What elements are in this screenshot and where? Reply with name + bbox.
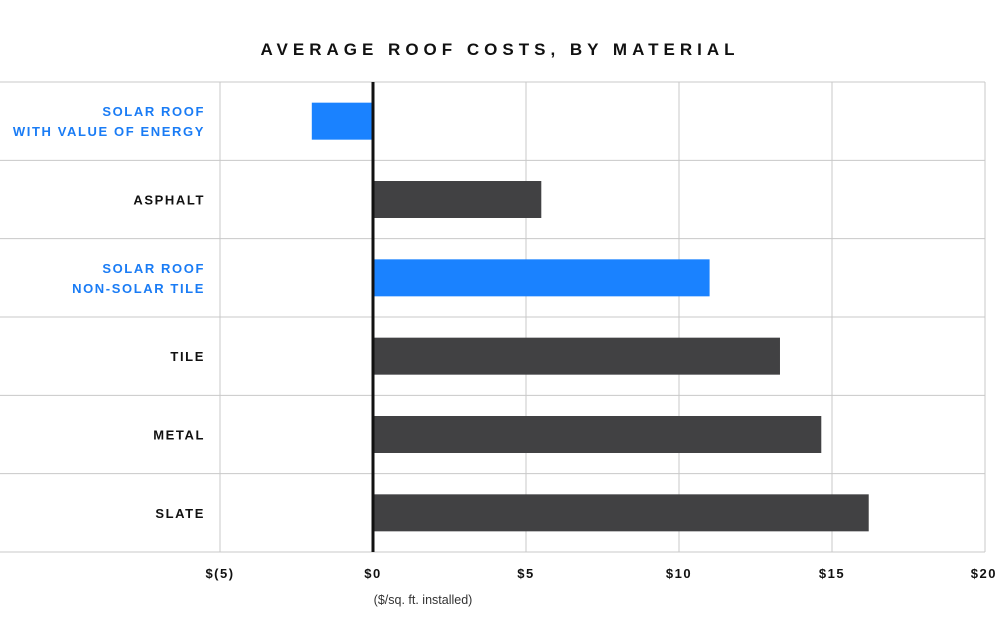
category-label-line: WITH VALUE OF ENERGY: [13, 124, 205, 139]
category-label: SLATE: [155, 506, 205, 521]
category-label: METAL: [153, 428, 205, 443]
category-label: SOLAR ROOF NON-SOLAR TILE: [72, 261, 205, 296]
bar: [373, 181, 542, 218]
x-tick-label: $0: [364, 566, 381, 581]
category-label-line: SLATE: [155, 506, 205, 521]
category-label-line: NON-SOLAR TILE: [72, 281, 205, 296]
bar: [373, 259, 710, 297]
x-tick-label: $(5): [205, 566, 234, 581]
x-tick-label: $20: [971, 566, 997, 581]
bar-layer: [311, 102, 869, 532]
bar: [311, 102, 373, 140]
x-tick-label: $5: [517, 566, 534, 581]
category-label-line: TILE: [170, 349, 205, 364]
chart-title: AVERAGE ROOF COSTS, BY MATERIAL: [260, 40, 740, 59]
x-tick-label: $15: [819, 566, 845, 581]
bar: [373, 416, 822, 453]
category-label-line: ASPHALT: [133, 193, 205, 208]
category-label-line: SOLAR ROOF: [102, 104, 205, 119]
category-label: TILE: [170, 349, 205, 364]
category-label-line: SOLAR ROOF: [102, 261, 205, 276]
category-label-line: METAL: [153, 428, 205, 443]
category-label-layer: SOLAR ROOF WITH VALUE OF ENERGY ASPHALT SOL…: [13, 104, 205, 521]
tick-label-layer: $(5) $0 $5 $10 $15 $20: [205, 566, 997, 581]
category-label: ASPHALT: [133, 193, 205, 208]
bar: [373, 494, 869, 532]
x-axis-label: ($/sq. ft. installed): [374, 593, 473, 607]
grid-layer: [0, 81, 986, 553]
category-label: SOLAR ROOF WITH VALUE OF ENERGY: [13, 104, 205, 139]
bar: [373, 337, 780, 375]
x-tick-label: $10: [666, 566, 692, 581]
